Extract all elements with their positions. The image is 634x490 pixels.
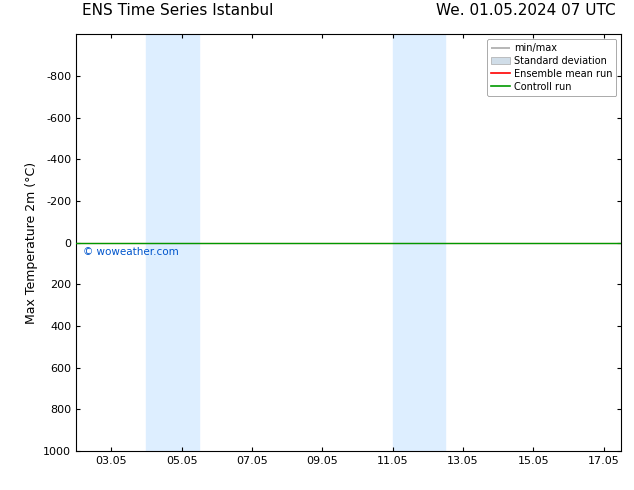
Bar	[392, 34, 446, 451]
Y-axis label: Max Temperature 2m (°C): Max Temperature 2m (°C)	[25, 162, 37, 323]
Text: © woweather.com: © woweather.com	[83, 247, 179, 257]
Text: ENS Time Series Istanbul: ENS Time Series Istanbul	[82, 2, 273, 18]
Bar	[146, 34, 199, 451]
Text: We. 01.05.2024 07 UTC: We. 01.05.2024 07 UTC	[436, 2, 616, 18]
Legend: min/max, Standard deviation, Ensemble mean run, Controll run: min/max, Standard deviation, Ensemble me…	[487, 39, 616, 96]
